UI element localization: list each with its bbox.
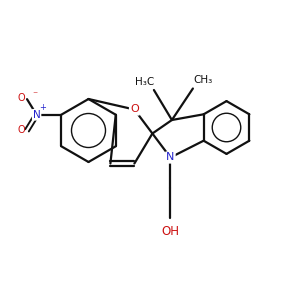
Text: OH: OH <box>161 225 179 238</box>
Text: O: O <box>18 125 26 135</box>
Text: H₃C: H₃C <box>135 77 154 87</box>
Text: CH₃: CH₃ <box>193 76 212 85</box>
Text: +: + <box>39 103 46 112</box>
Text: O: O <box>18 93 26 103</box>
Text: O: O <box>130 104 139 115</box>
Text: N: N <box>33 110 41 120</box>
Text: N: N <box>166 152 175 163</box>
Text: ⁻: ⁻ <box>32 91 38 100</box>
